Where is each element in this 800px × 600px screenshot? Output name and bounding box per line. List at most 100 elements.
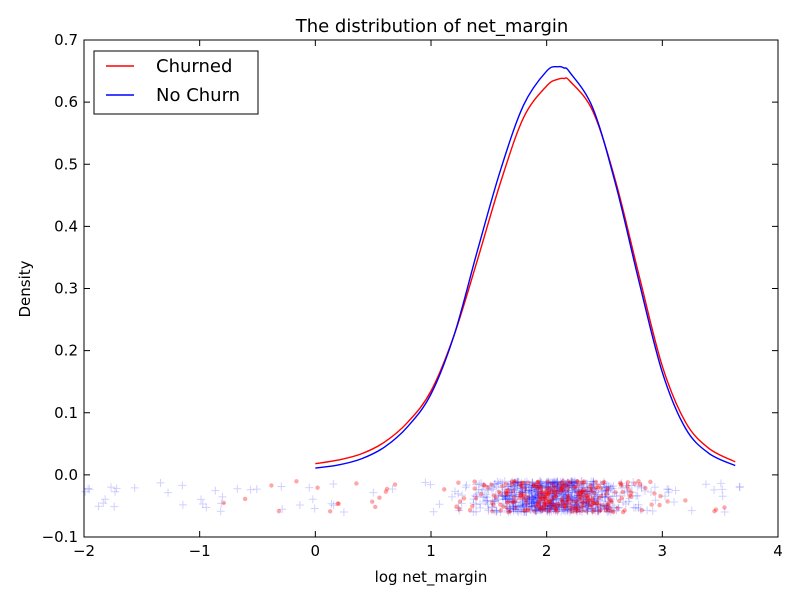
rug-marker-churned: [604, 488, 610, 493]
rug-marker-no-churn: [217, 499, 226, 508]
rug-marker-no-churn: [84, 484, 93, 493]
rug-marker-no-churn: [547, 494, 556, 503]
rug-marker-no-churn: [544, 478, 553, 487]
rug-marker-no-churn: [651, 496, 660, 505]
rug-marker-no-churn: [534, 506, 543, 515]
rug-marker-no-churn: [541, 483, 550, 492]
rug-marker-no-churn: [532, 507, 541, 516]
rug-marker-no-churn: [524, 494, 533, 503]
rug-marker-no-churn: [558, 484, 567, 493]
rug-marker-no-churn: [547, 501, 556, 510]
rug-marker-no-churn: [600, 492, 609, 501]
rug-marker-no-churn: [540, 490, 549, 499]
rug-marker-no-churn: [575, 507, 584, 516]
rug-marker-no-churn: [589, 477, 598, 486]
rug-marker-no-churn: [560, 505, 569, 514]
rug-marker-churned: [547, 490, 552, 495]
rug-marker-no-churn: [501, 492, 510, 501]
rug-marker-no-churn: [490, 506, 499, 515]
rug-marker-no-churn: [513, 477, 522, 486]
rug-marker-no-churn: [548, 495, 557, 504]
rug-marker-no-churn: [544, 498, 553, 507]
rug-marker-no-churn: [574, 491, 583, 500]
rug-marker-no-churn: [551, 505, 560, 514]
rug-marker-no-churn: [669, 498, 678, 507]
rug-marker-no-churn: [488, 497, 497, 506]
rug-marker-churned: [572, 484, 577, 490]
rug-marker-churned: [713, 507, 719, 512]
rug-marker-no-churn: [494, 479, 503, 488]
rug-marker-no-churn: [621, 500, 630, 509]
rug-marker-no-churn: [525, 497, 534, 506]
rug-marker-no-churn: [539, 504, 548, 513]
rug-marker-no-churn: [572, 479, 581, 488]
rug-marker-no-churn: [541, 502, 550, 511]
rug-marker-no-churn: [521, 483, 530, 492]
rug-marker-no-churn: [562, 499, 571, 508]
rug-marker-no-churn: [164, 488, 173, 497]
rug-marker-churned: [549, 504, 554, 509]
rug-marker-no-churn: [554, 490, 563, 499]
rug-marker-churned: [598, 507, 603, 513]
rug-marker-no-churn: [664, 488, 673, 497]
rug-marker-churned: [581, 480, 586, 486]
rug-marker-no-churn: [511, 483, 520, 492]
rug-marker-no-churn: [589, 496, 598, 505]
rug-marker-no-churn: [518, 487, 527, 496]
rug-marker-no-churn: [735, 482, 744, 491]
rug-marker-no-churn: [112, 484, 121, 493]
rug-marker-no-churn: [591, 506, 600, 515]
rug-marker-no-churn: [629, 503, 638, 512]
y-tick-label: 0.6: [54, 93, 78, 111]
rug-marker-no-churn: [543, 483, 552, 492]
rug-marker-no-churn: [593, 500, 602, 509]
rug-marker-no-churn: [531, 488, 540, 497]
rug-marker-no-churn: [564, 502, 573, 511]
rug-marker-no-churn: [477, 479, 486, 488]
rug-marker-churned: [546, 490, 552, 495]
rug-marker-no-churn: [602, 502, 611, 511]
rug-marker-no-churn: [524, 495, 533, 504]
rug-marker-no-churn: [545, 497, 554, 506]
rug-marker-no-churn: [533, 480, 542, 489]
rug-marker-churned: [555, 503, 560, 508]
rug-marker-churned: [580, 489, 585, 494]
rug-marker-churned: [335, 501, 340, 506]
rug-marker-churned: [584, 499, 589, 505]
rug-marker-no-churn: [327, 499, 336, 508]
rug-marker-no-churn: [545, 489, 554, 498]
rug-marker-churned: [472, 486, 477, 491]
rug-marker-churned: [493, 495, 499, 500]
rug-marker-churned: [442, 487, 447, 492]
rug-marker-churned: [722, 505, 727, 510]
rug-marker-no-churn: [525, 483, 534, 492]
rug-marker-no-churn: [536, 498, 545, 507]
rug-marker-no-churn: [586, 487, 595, 496]
rug-marker-no-churn: [486, 481, 495, 490]
rug-marker-no-churn: [576, 491, 585, 500]
rug-marker-no-churn: [600, 504, 609, 513]
rug-marker-no-churn: [522, 501, 531, 510]
rug-marker-churned: [559, 487, 565, 493]
rug-marker-no-churn: [551, 503, 560, 512]
rug-marker-no-churn: [472, 480, 481, 489]
rug-marker-no-churn: [472, 490, 481, 499]
rug-marker-no-churn: [629, 478, 638, 487]
rug-marker-no-churn: [522, 499, 531, 508]
rug-marker-churned: [496, 489, 502, 494]
rug-marker-no-churn: [545, 502, 554, 511]
rug-marker-no-churn: [571, 501, 580, 510]
rug-marker-no-churn: [537, 478, 546, 487]
rug-marker-no-churn: [589, 480, 598, 489]
rug-marker-churned: [553, 484, 558, 490]
rug-marker-no-churn: [536, 501, 545, 510]
rug-marker-no-churn: [233, 484, 242, 493]
rug-marker-churned: [616, 498, 622, 504]
rug-marker-no-churn: [536, 490, 545, 499]
rug-marker-no-churn: [521, 494, 530, 503]
rug-marker-no-churn: [563, 505, 572, 514]
rug-marker-no-churn: [529, 496, 538, 505]
rug-marker-no-churn: [593, 494, 602, 503]
rug-marker-no-churn: [510, 479, 519, 488]
rug-marker-no-churn: [178, 481, 187, 490]
